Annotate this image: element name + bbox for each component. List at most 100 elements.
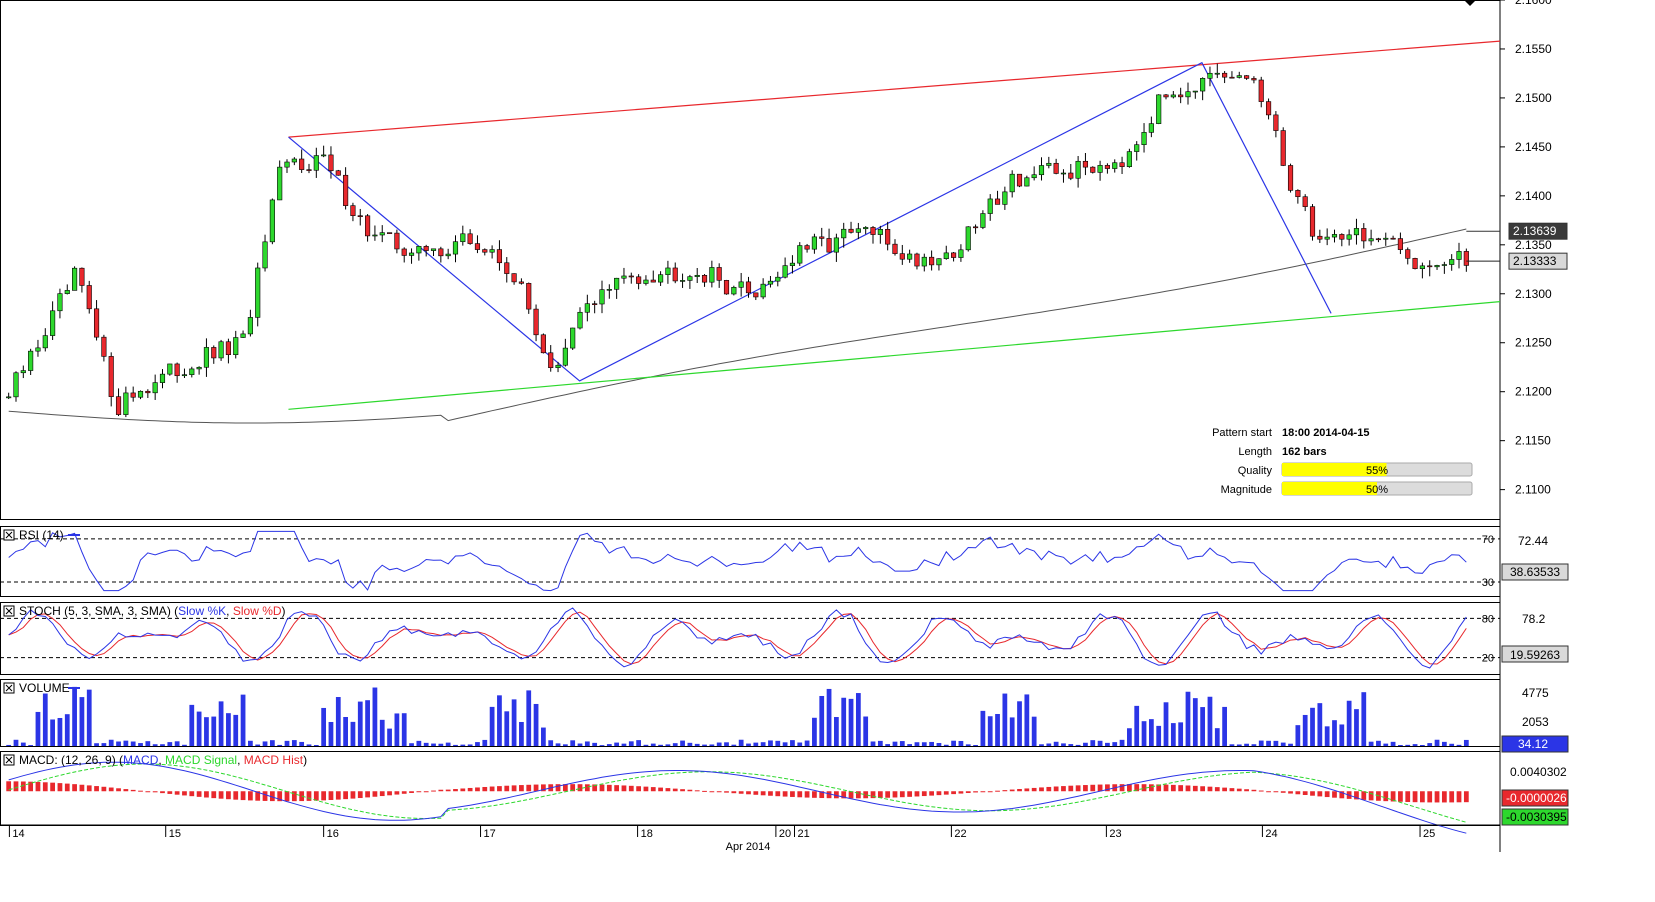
macd-hist-bar	[643, 786, 649, 792]
candle-body	[819, 236, 825, 239]
volume-bar	[6, 744, 12, 746]
volume-bar	[1244, 743, 1249, 746]
macd-hist-bar	[1339, 791, 1345, 799]
macd-hist-bar	[335, 791, 341, 800]
volume-bar	[475, 742, 480, 746]
volume-bar	[511, 699, 517, 746]
candle	[679, 273, 686, 288]
candle-body	[467, 233, 473, 244]
candle	[1170, 91, 1176, 99]
volume-bar	[1398, 745, 1403, 746]
candle-body	[1236, 75, 1242, 78]
volume-bar	[621, 743, 627, 746]
volume-bar	[1390, 741, 1396, 746]
volume-bar	[1229, 744, 1235, 746]
candle	[1112, 159, 1118, 173]
macd-hist-bar	[1200, 786, 1206, 792]
volume-bar	[965, 744, 971, 746]
candle-body	[511, 273, 517, 283]
volume-bar	[1112, 742, 1118, 746]
close-cross-icon	[5, 756, 13, 764]
volume-bar	[643, 744, 649, 746]
info-label: Quality	[1238, 465, 1273, 477]
macd-hist-bar	[1148, 784, 1154, 792]
macd-hist-bar	[57, 783, 63, 792]
volume-bar	[519, 721, 524, 746]
macd-hist-bar	[182, 791, 187, 796]
candle-body	[833, 237, 839, 253]
volume-bar	[1002, 693, 1008, 746]
macd-hist-bar	[1244, 789, 1249, 792]
candle-body	[526, 283, 532, 310]
macd-hist-bar	[196, 791, 202, 797]
candle	[460, 225, 466, 246]
candle-body	[599, 289, 605, 305]
macd-hist-bar	[1412, 791, 1418, 803]
volume-bar	[1324, 726, 1330, 746]
volume-bar	[1009, 717, 1015, 746]
candle-body	[123, 392, 129, 415]
price-box-label: 2.13639	[1513, 224, 1557, 238]
macd-hist-bar	[1068, 785, 1074, 792]
candle-body	[811, 236, 817, 250]
candle-body	[218, 341, 224, 359]
candle-body	[1368, 238, 1374, 242]
macd-hist-bar	[892, 791, 898, 798]
volume-title-part: VOLUME	[19, 681, 70, 695]
macd-hist-bar	[1273, 791, 1279, 793]
candle	[167, 363, 173, 376]
macd-hist-bar	[145, 791, 151, 793]
volume-bar	[746, 743, 751, 746]
macd-hist-bar	[1288, 791, 1293, 794]
candle-body	[951, 252, 957, 258]
candle	[870, 226, 876, 244]
volume-bar	[753, 742, 759, 746]
macd-hist-bar	[746, 791, 751, 795]
macd-hist-bar	[321, 791, 327, 801]
candle	[13, 371, 19, 402]
candle	[731, 285, 737, 296]
volume-bar	[42, 693, 48, 746]
volume-bar	[995, 713, 1000, 746]
volume-bar	[1449, 743, 1455, 746]
candle	[1148, 116, 1154, 138]
volume-bar	[123, 740, 129, 746]
volume-bar	[855, 693, 861, 746]
candle	[1449, 254, 1455, 271]
volume-bar	[877, 740, 883, 746]
x-tick-label: 25	[1423, 828, 1435, 840]
candle	[775, 271, 781, 287]
macd-title-part: ,	[158, 753, 165, 767]
price-tick-label: 2.1300	[1515, 287, 1552, 301]
candle-body	[452, 241, 459, 255]
price-tick-label: 2.1450	[1515, 140, 1552, 154]
macd-hist-bar	[445, 789, 451, 792]
macd-hist-bar	[50, 782, 55, 792]
volume-title: VOLUME	[3, 681, 70, 695]
candle	[753, 292, 759, 301]
candle-body	[1331, 234, 1338, 238]
candle	[181, 368, 188, 378]
macd-hist-bar	[277, 791, 283, 802]
candle	[1258, 76, 1264, 108]
candle-body	[1141, 132, 1147, 145]
candle	[1463, 248, 1469, 272]
candle-body	[372, 234, 378, 237]
candle-body	[1148, 123, 1154, 133]
volume-bar	[1222, 706, 1227, 746]
volume-bar	[731, 744, 737, 746]
candle	[247, 309, 253, 337]
macd-hist-bar	[870, 791, 876, 799]
volume-bar	[1083, 742, 1088, 746]
volume-bar	[1441, 741, 1447, 746]
volume-bar	[672, 743, 678, 746]
macd-hist-bar	[482, 786, 488, 792]
x-tick-label: 14	[12, 828, 24, 840]
candle-body	[79, 267, 85, 286]
candle	[921, 253, 927, 272]
candle-body	[13, 372, 19, 398]
stoch-k-line	[8, 607, 1467, 669]
volume-bar	[592, 742, 598, 746]
volume-bar	[1068, 744, 1074, 746]
